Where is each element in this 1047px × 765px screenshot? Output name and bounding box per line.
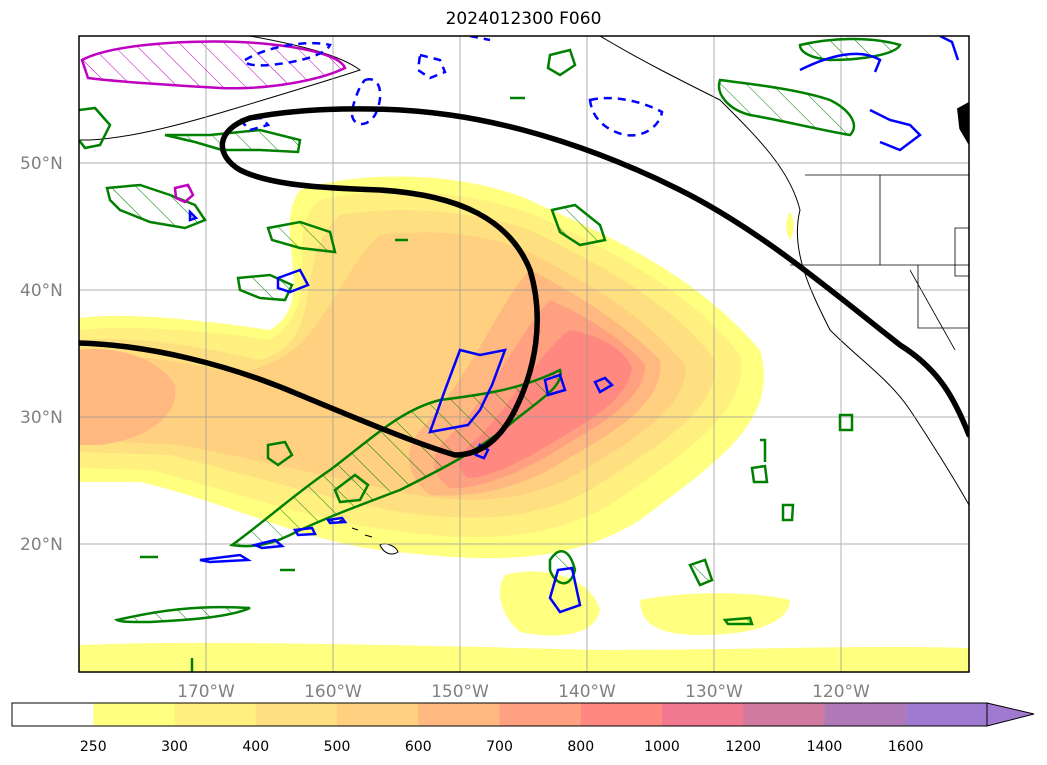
colorbar-tick-label: 600 — [405, 739, 432, 755]
green-contours — [79, 48, 854, 672]
magenta-hatched-contours — [80, 40, 347, 204]
colorbar-tick-label: 1200 — [725, 739, 761, 755]
lon-label-140w: 140°W — [558, 682, 616, 702]
colorbar-tick-label: 400 — [242, 739, 269, 755]
colorbar-tick-label: 300 — [161, 739, 188, 755]
colorbar-segment — [580, 703, 663, 726]
colorbar: 250 300 400 500 600 700 800 1000 1200 1400 1600 — [11, 702, 1035, 755]
lon-label-150w: 150°W — [431, 682, 489, 702]
colorbar-segment — [93, 703, 175, 726]
map-title: 2024012300 F060 — [445, 9, 602, 29]
bold-contour — [79, 101, 969, 458]
colorbar-outline — [11, 702, 988, 727]
colorbar-tick-label: 1400 — [807, 739, 843, 755]
gridlines — [79, 36, 969, 672]
colorbar-segment — [824, 703, 907, 726]
colorbar-segment — [905, 703, 988, 726]
colorbar-segment — [662, 703, 744, 726]
lon-label-160w: 160°W — [304, 682, 362, 702]
colorbar-segment — [418, 703, 500, 726]
colorbar-segment — [499, 703, 582, 726]
lon-label-120w: 120°W — [812, 682, 870, 702]
colorbar-segment — [12, 703, 94, 726]
lat-label-40: 40°N — [20, 281, 63, 301]
longitude-labels: 170°W 160°W 150°W 140°W 130°W 120°W — [177, 682, 870, 702]
colorbar-segment — [743, 703, 825, 726]
lat-label-20: 20°N — [20, 535, 63, 555]
map-frame — [78, 35, 970, 673]
colorbar-tick-label: 500 — [324, 739, 351, 755]
colorbar-tick-label: 1000 — [644, 739, 680, 755]
latitude-labels: 20°N 30°N 40°N 50°N — [20, 154, 63, 555]
colorbar-segment — [337, 703, 419, 726]
colorbar-segment — [174, 703, 257, 726]
alaska-peninsula — [79, 36, 362, 141]
colorbar-labels: 250 300 400 500 600 700 800 1000 1200 1400 1600 — [80, 739, 924, 755]
colorbar-segment — [255, 703, 338, 726]
lon-label-170w: 170°W — [177, 682, 235, 702]
colorbar-extend-arrow — [986, 702, 1035, 727]
lat-label-30: 30°N — [20, 408, 63, 428]
state-borders — [790, 174, 969, 351]
colorbar-tick-label: 250 — [80, 739, 107, 755]
lat-label-50: 50°N — [20, 154, 63, 174]
colorbar-tick-label: 800 — [567, 739, 594, 755]
colorbar-segments — [12, 703, 988, 726]
lon-label-130w: 130°W — [685, 682, 743, 702]
blue-contours — [188, 36, 960, 614]
colorbar-tick-label: 1600 — [888, 739, 924, 755]
colorbar-tick-label: 700 — [486, 739, 513, 755]
